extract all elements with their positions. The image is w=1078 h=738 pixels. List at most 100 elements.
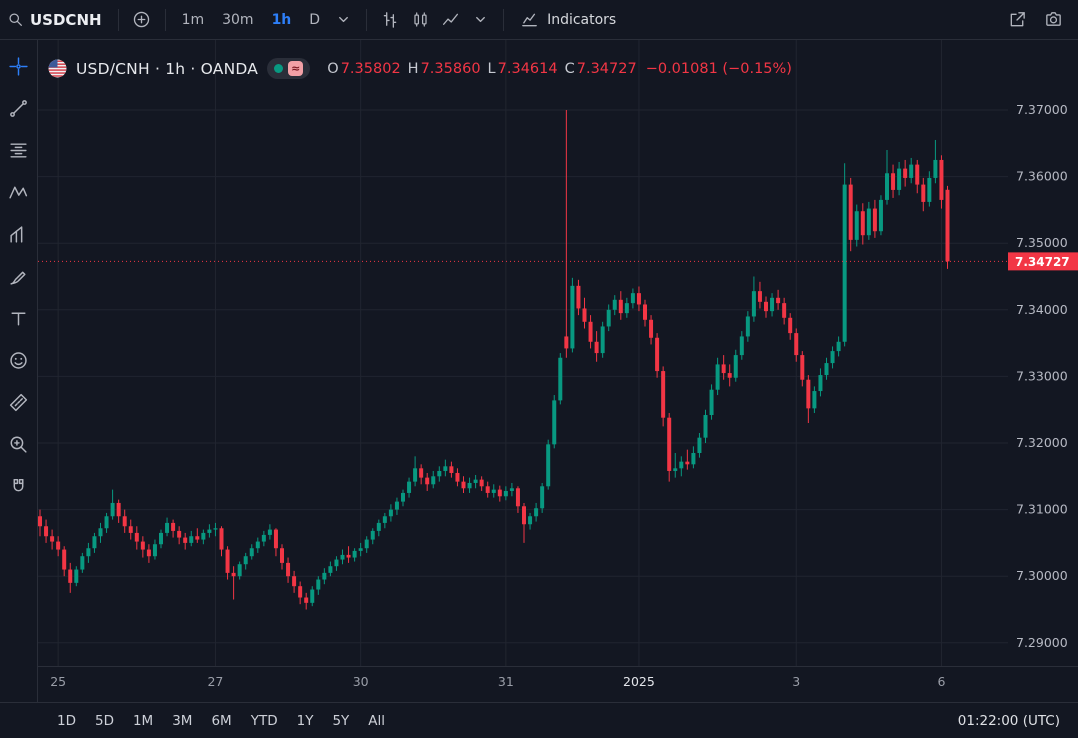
price-axis-label: 7.31000 <box>1016 502 1068 517</box>
tool-fib-retracement[interactable] <box>5 136 33 164</box>
time-axis-label: 27 <box>207 674 224 689</box>
range-All[interactable]: All <box>361 710 392 732</box>
synthetic-data-badge: ≈ <box>288 61 304 76</box>
chart-pane: 7.37000 7.36000 7.35000 7.34000 7.33000 7.320… <box>38 40 1078 666</box>
low-label: L <box>487 60 496 77</box>
tool-zoom[interactable] <box>5 430 33 458</box>
line-style-button[interactable] <box>435 5 465 35</box>
projection-icon <box>10 225 23 243</box>
emoji-icon <box>10 351 27 369</box>
range-group: 1D 5D 1M 3M 6M YTD 1Y 5Y All <box>50 710 392 732</box>
tool-pattern[interactable] <box>5 178 33 206</box>
candles-icon <box>413 12 427 27</box>
price-axis-label: 7.30000 <box>1016 568 1068 583</box>
tool-projection[interactable] <box>5 220 33 248</box>
interval-D[interactable]: D <box>301 8 328 32</box>
tool-crosshair[interactable] <box>5 52 33 80</box>
tool-emoji[interactable] <box>5 346 33 374</box>
tool-brush[interactable] <box>5 262 33 290</box>
symbol-name: USDCNH <box>30 10 102 29</box>
clock-utc[interactable]: 01:22:00 (UTC) <box>954 710 1064 732</box>
bottom-toolbar: 1D 5D 1M 3M 6M YTD 1Y 5Y All 01:22:00 (UTC) <box>0 702 1078 738</box>
crosshair-icon <box>9 56 28 76</box>
market-open-dot <box>274 64 284 73</box>
ohlc-values: O 7.35802 H 7.35860 L 7.34614 C 7.34727 −0.0… <box>327 61 792 77</box>
indicators-icon <box>522 13 537 27</box>
range-5Y[interactable]: 5Y <box>325 710 356 732</box>
plus-circle-icon <box>133 11 150 28</box>
open-popup-button[interactable] <box>1002 5 1032 35</box>
range-1D[interactable]: 1D <box>50 710 83 732</box>
brush-icon <box>10 271 26 285</box>
symbol-search-button[interactable]: USDCNH <box>6 7 110 33</box>
price-axis-label: 7.35000 <box>1016 235 1068 250</box>
interval-menu-button[interactable] <box>328 5 358 35</box>
tool-trend-line[interactable] <box>5 94 33 122</box>
market-status-pill[interactable]: ≈ <box>267 58 311 79</box>
candles-layer <box>38 110 950 610</box>
time-axis-label: 3 <box>792 674 801 689</box>
tool-text[interactable] <box>5 304 33 332</box>
tool-measure[interactable] <box>5 388 33 416</box>
zoom-icon <box>10 436 27 453</box>
compare-add-button[interactable] <box>127 5 157 35</box>
time-axis-label: 6 <box>937 674 946 689</box>
text-icon <box>11 312 26 326</box>
time-axis-label: 2025 <box>623 674 655 689</box>
drawing-toolbar <box>0 40 38 702</box>
last-price-label: 7.34727 <box>1015 255 1070 269</box>
range-1M[interactable]: 1M <box>126 710 160 732</box>
toolbar-separator <box>366 8 368 31</box>
price-axis[interactable]: 7.37000 7.36000 7.35000 7.34000 7.33000 7.320… <box>1008 40 1078 666</box>
external-link-icon <box>1010 12 1025 27</box>
pattern-icon <box>9 186 28 198</box>
open-label: O <box>327 60 339 77</box>
price-axis-label: 7.32000 <box>1016 435 1068 450</box>
line-chart-icon <box>442 13 458 25</box>
interval-group: 1m 30m 1h D <box>174 8 329 32</box>
style-menu-button[interactable] <box>465 5 495 35</box>
candlestick-chart[interactable]: 7.37000 7.36000 7.35000 7.34000 7.33000 7.320… <box>38 40 1078 666</box>
price-axis-label: 7.36000 <box>1016 169 1068 184</box>
price-axis-label: 7.34000 <box>1016 302 1068 317</box>
interval-30m[interactable]: 30m <box>214 8 261 32</box>
toolbar-separator <box>503 8 505 31</box>
bar-style-button[interactable] <box>375 5 405 35</box>
interval-1m[interactable]: 1m <box>174 8 213 32</box>
range-3M[interactable]: 3M <box>165 710 199 732</box>
grid-layer <box>38 40 1008 666</box>
us-flag-icon <box>48 59 67 78</box>
search-icon <box>9 13 22 26</box>
price-axis-label: 7.33000 <box>1016 368 1068 383</box>
time-axis-label: 31 <box>497 674 514 689</box>
tool-magnet[interactable] <box>5 472 33 500</box>
change-value: −0.01081 (−0.15%) <box>645 60 792 77</box>
chevron-down-icon <box>475 16 485 23</box>
ohlc-bars-icon <box>383 12 396 28</box>
symbol-title: USD/CNH · 1h · OANDA <box>76 59 259 78</box>
range-6M[interactable]: 6M <box>204 710 238 732</box>
toolbar-separator <box>117 8 119 31</box>
time-axis[interactable]: 25 27 30 31 2025 3 6 <box>38 666 1078 702</box>
top-toolbar: USDCNH 1m 30m 1h D Indicators <box>0 0 1078 40</box>
chevron-down-icon <box>338 16 348 23</box>
interval-1h[interactable]: 1h <box>264 8 300 32</box>
candle-style-button[interactable] <box>405 5 435 35</box>
price-axis-label: 7.29000 <box>1016 635 1068 650</box>
indicators-button[interactable]: Indicators <box>512 6 624 33</box>
range-1Y[interactable]: 1Y <box>290 710 321 732</box>
screenshot-button[interactable] <box>1038 5 1068 35</box>
camera-icon <box>1045 12 1061 26</box>
last-price-tag <box>1008 252 1078 271</box>
magnet-icon <box>13 478 24 491</box>
trend-line-icon <box>10 99 27 117</box>
range-5D[interactable]: 5D <box>88 710 121 732</box>
toolbar-separator <box>164 8 166 31</box>
fib-retracement-icon <box>10 142 27 158</box>
high-label: H <box>407 60 419 77</box>
high-value: 7.35860 <box>420 60 481 77</box>
close-label: C <box>564 60 575 77</box>
open-value: 7.35802 <box>340 60 401 77</box>
range-YTD[interactable]: YTD <box>244 710 285 732</box>
chart-legend[interactable]: USD/CNH · 1h · OANDA ≈ O 7.35802 H 7.35860… <box>48 58 792 79</box>
